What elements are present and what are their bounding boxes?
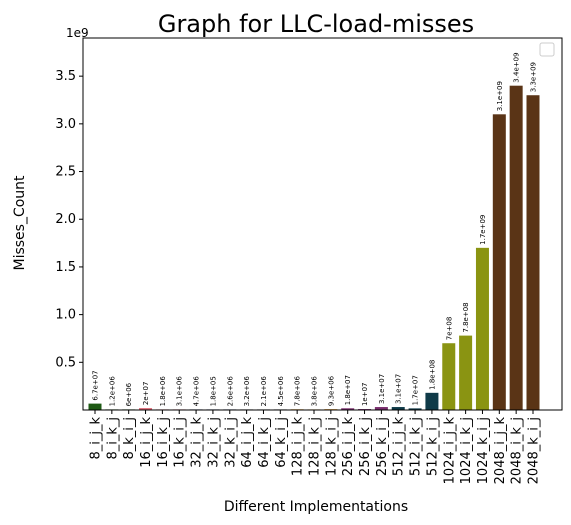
- bar-512_i_j_k: [391, 407, 405, 410]
- x-tick-label-128_i_j_k: 128_i_j_k: [291, 417, 306, 477]
- x-tick-label-1024_i_j_k: 1024_i_j_k: [442, 417, 457, 485]
- x-tick-label-16_i_j_k: 16_i_j_k: [139, 417, 154, 468]
- plot-area: 0.5 1.0 1.5 2.0 2.5 3.0 3.5 6.7e+07 8_i_j_k 1.2e+…: [55, 52, 541, 484]
- bar-512_k_i_j: [425, 392, 439, 410]
- bar-16_i_j_k: [139, 408, 153, 410]
- x-tick-label-64_i_j_k: 64_i_j_k: [240, 417, 255, 468]
- data-label-32_i_j_k: 4.7e+06: [193, 376, 201, 407]
- data-label-1024_k_i_j: 1.7e+09: [479, 215, 487, 245]
- data-label-2048_i_j_k: 3.1e+09: [496, 81, 504, 111]
- data-label-256_i_k_j: 1e+07: [361, 382, 369, 406]
- x-tick-label-256_i_j_k: 256_i_j_k: [341, 417, 356, 477]
- x-tick-label-128_k_i_j: 128_k_i_j: [324, 417, 339, 476]
- x-tick-label-512_i_k_j: 512_i_k_j: [409, 417, 424, 476]
- data-label-256_k_i_j: 3.1e+07: [378, 374, 386, 404]
- data-label-128_k_i_j: 9.3e+06: [327, 375, 335, 406]
- x-tick-label-8_i_k_j: 8_i_k_j: [105, 417, 120, 460]
- x-tick-label-16_i_k_j: 16_i_k_j: [156, 417, 171, 468]
- y-tick-label: 2.0: [55, 212, 76, 227]
- bar-1024_k_i_j: [475, 247, 489, 410]
- plot-frame: [82, 37, 563, 411]
- data-label-256_i_j_k: 1.8e+07: [344, 375, 352, 405]
- x-tick-label-512_k_i_j: 512_k_i_j: [425, 417, 440, 476]
- data-label-128_i_j_k: 7.8e+06: [294, 375, 302, 406]
- bar-8_i_j_k: [88, 403, 102, 410]
- bar-512_i_k_j: [408, 408, 422, 410]
- y-tick-label: 3.0: [55, 117, 76, 132]
- data-label-2048_k_i_j: 3.3e+09: [530, 62, 538, 92]
- data-label-512_i_j_k: 3.1e+07: [395, 374, 403, 404]
- data-label-1024_i_j_k: 7e+08: [445, 317, 453, 341]
- data-label-512_k_i_j: 1.8e+08: [428, 360, 436, 390]
- x-tick-label-256_i_k_j: 256_i_k_j: [358, 417, 373, 476]
- y-tick-label: 1.0: [55, 308, 76, 323]
- data-label-64_i_k_j: 2.1e+06: [260, 376, 268, 407]
- x-tick-label-1024_k_i_j: 1024_k_i_j: [476, 417, 491, 484]
- x-tick-label-512_i_j_k: 512_i_j_k: [392, 417, 407, 477]
- y-tick-label: 3.5: [55, 69, 76, 84]
- y-tick-label: 1.5: [55, 260, 76, 275]
- x-tick-label-16_k_i_j: 16_k_i_j: [173, 417, 188, 468]
- x-tick-label-2048_i_k_j: 2048_i_k_j: [510, 417, 525, 484]
- data-label-8_i_k_j: 1.2e+06: [108, 376, 116, 407]
- data-label-16_i_k_j: 1.8e+06: [159, 376, 167, 407]
- chart-title: Graph for LLC-load-misses: [158, 10, 474, 38]
- bar-2048_i_k_j: [509, 85, 523, 410]
- bar-256_i_j_k: [341, 408, 355, 410]
- y-tick-label: 0.5: [55, 355, 76, 370]
- x-tick-label-8_k_i_j: 8_k_i_j: [122, 417, 137, 460]
- data-label-16_i_j_k: 2e+07: [142, 382, 150, 406]
- data-label-16_k_i_j: 3.1e+06: [176, 376, 184, 407]
- data-label-8_k_i_j: 6e+06: [125, 382, 133, 406]
- data-label-8_i_j_k: 6.7e+07: [92, 370, 100, 400]
- bar-256_k_i_j: [374, 407, 388, 410]
- bar-2048_k_i_j: [526, 95, 540, 410]
- x-axis-label: Different Implementations: [224, 499, 408, 515]
- data-label-32_i_k_j: 1.8e+05: [209, 376, 217, 406]
- data-label-64_k_i_j: 4.5e+06: [277, 376, 285, 407]
- x-tick-label-32_i_k_j: 32_i_k_j: [206, 417, 221, 468]
- y-axis-multiplier: 1e9: [66, 26, 89, 40]
- x-tick-label-64_i_k_j: 64_i_k_j: [257, 417, 272, 468]
- bar-2048_i_j_k: [492, 114, 506, 411]
- data-label-1024_i_k_j: 7.8e+08: [462, 302, 470, 332]
- data-label-64_i_j_k: 3.2e+06: [243, 376, 251, 407]
- data-label-128_i_k_j: 3.8e+06: [311, 376, 319, 407]
- x-tick-label-1024_i_k_j: 1024_i_k_j: [459, 417, 474, 484]
- x-tick-label-128_i_k_j: 128_i_k_j: [308, 417, 323, 476]
- x-tick-label-32_k_i_j: 32_k_i_j: [223, 417, 238, 468]
- data-label-2048_i_k_j: 3.4e+09: [513, 52, 521, 82]
- x-tick-label-2048_k_i_j: 2048_k_i_j: [527, 417, 542, 484]
- x-tick-label-32_i_j_k: 32_i_j_k: [190, 417, 205, 468]
- y-tick-label: 2.5: [55, 165, 76, 180]
- data-label-32_k_i_j: 2.6e+06: [226, 376, 234, 407]
- x-tick-label-8_i_j_k: 8_i_j_k: [89, 417, 104, 460]
- legend-box: [539, 42, 555, 57]
- bar-1024_i_k_j: [459, 335, 473, 410]
- x-tick-label-64_k_i_j: 64_k_i_j: [274, 417, 289, 468]
- y-axis-label: Misses_Count: [12, 175, 28, 271]
- x-tick-label-2048_i_j_k: 2048_i_j_k: [493, 417, 508, 485]
- x-tick-label-256_k_i_j: 256_k_i_j: [375, 417, 390, 476]
- bar-1024_i_j_k: [442, 343, 456, 410]
- data-label-512_i_k_j: 1.7e+07: [412, 375, 420, 405]
